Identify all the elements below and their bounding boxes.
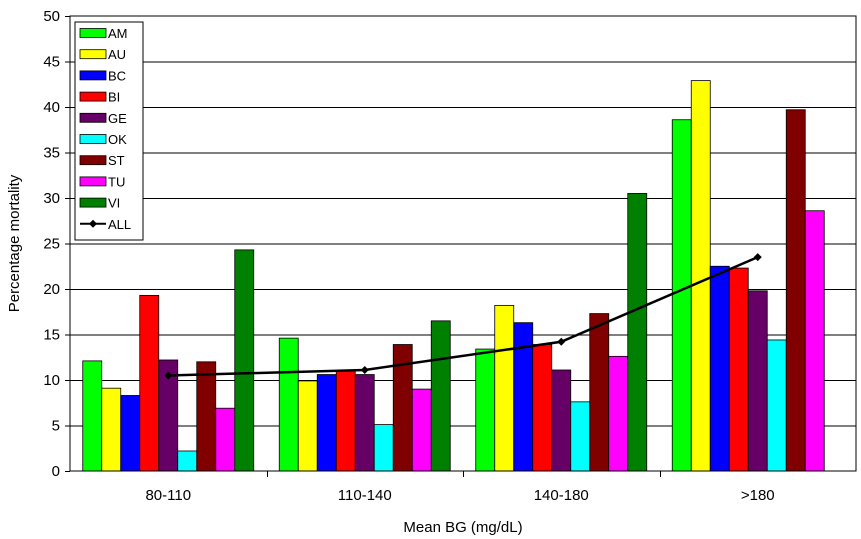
plot-frame [69,15,857,472]
legend-swatch [79,70,107,81]
bar-am [671,119,692,472]
y-tick-label: 45 [43,54,60,71]
y-tick-label: 50 [43,8,60,25]
legend-label: VI [108,196,120,211]
y-tick-label: 35 [43,145,60,162]
y-tick-label: 25 [43,236,60,253]
legend-label: AM [108,26,128,41]
bar-tu [804,210,825,472]
bar-am [82,360,103,472]
bar-bc [709,265,730,472]
y-tick-label: 10 [43,372,60,389]
y-tick-label: 30 [43,190,60,207]
bar-vi [627,193,648,472]
y-tick-label: 20 [43,281,60,298]
y-tick-label: 0 [52,463,60,480]
legend-swatch [79,112,107,123]
bar-bi [335,370,356,472]
bar-ok [177,450,198,472]
legend-swatch [79,176,107,187]
all-line [164,253,762,380]
bar-bi [728,267,749,472]
bar-st [785,109,806,472]
all-series-marker [753,253,762,262]
all-series-marker [164,371,173,380]
bar-bc [120,395,141,472]
all-series-line [168,256,759,377]
bar-st [589,313,610,472]
bar-bc [316,374,337,472]
bar-tu [215,407,236,472]
all-series-marker [360,365,369,374]
bar-ge [747,290,768,472]
bar-bi [139,294,160,472]
bar-am [475,348,496,472]
y-tick-label: 15 [43,327,60,344]
bar-bc [513,322,534,472]
legend-swatch [79,28,107,38]
y-axis: 0 5 10 15 20 25 30 35 40 45 50 [43,8,70,480]
bar-ok [570,401,591,472]
y-tick-label: 40 [43,99,60,116]
bar-au [494,304,515,472]
bar-au [297,380,318,472]
legend-swatch [79,49,107,60]
legend-swatch [79,91,107,102]
bar-ok [373,424,394,472]
legend-label: BI [108,90,120,105]
bar-ok [766,339,787,472]
bar-ge [551,369,572,472]
all-series-marker [557,337,566,346]
legend-label: AU [108,47,126,62]
bar-ge [354,374,375,472]
bar-tu [608,355,629,472]
bar-am [278,337,299,472]
legend-swatch [79,134,107,144]
bar-au [690,80,711,472]
bar-vi [430,320,451,472]
x-tick-label: 80-110 [145,487,191,504]
legend-label: TU [108,174,125,189]
bar-tu [411,388,432,472]
legend-label: GE [108,111,127,126]
legend-swatch [79,155,107,166]
y-tick-label: 5 [52,418,60,435]
bar-vi [234,249,255,472]
x-tick-label: 140-180 [534,487,589,504]
legend-swatch [79,197,107,208]
x-tick-label: 110-140 [338,487,392,504]
legend: AM AU BC BI GE OK ST TU VI ALL [74,21,144,241]
y-axis-label: Percentage mortality [6,174,23,312]
legend-swatch-marker [89,219,97,228]
legend-label: OK [108,132,127,147]
x-tick-label: >180 [741,487,775,504]
bar-bi [532,344,553,472]
legend-label: ST [108,153,125,168]
legend-label: BC [108,68,126,83]
x-axis: 80-110 110-140 140-180 >180 [145,471,775,504]
x-axis-label: Mean BG (mg/dL) [403,519,522,536]
bar-st [196,361,217,472]
legend-label: ALL [108,217,131,232]
bar-au [101,387,122,472]
